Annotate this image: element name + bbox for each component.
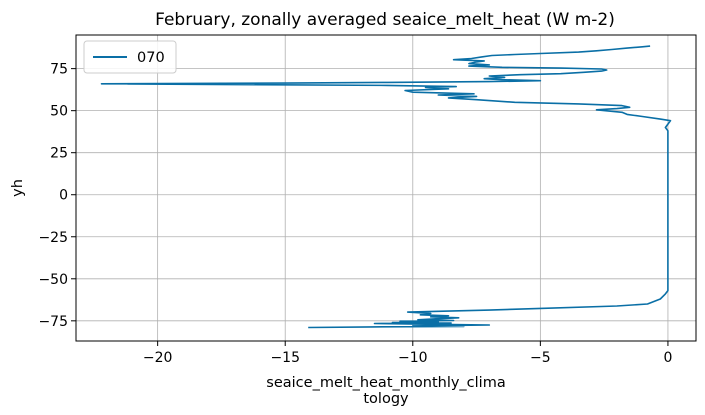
y-tick-label: −50 xyxy=(38,272,68,288)
grid-lines xyxy=(76,35,696,341)
legend: 070 xyxy=(83,40,177,74)
legend-box xyxy=(83,40,177,74)
y-tick-label: −75 xyxy=(38,314,68,330)
axes-frame xyxy=(75,34,697,342)
series-line-070 xyxy=(100,45,672,329)
y-tick-label: 25 xyxy=(50,146,68,162)
y-axis: −75 −50 −25 0 25 50 75 xyxy=(38,62,76,330)
y-axis-label: yh xyxy=(10,179,26,197)
x-tick-label: −20 xyxy=(143,350,173,366)
x-axis-label-line-1: seaice_melt_heat_monthly_clima xyxy=(266,375,505,391)
x-tick-label: −10 xyxy=(398,350,428,366)
legend-label: 070 xyxy=(137,50,165,66)
y-tick-label: 50 xyxy=(50,104,68,120)
y-tick-label: −25 xyxy=(38,230,68,246)
y-tick-label: 0 xyxy=(59,188,68,204)
plot-area xyxy=(100,45,672,329)
x-tick-label: −5 xyxy=(530,350,551,366)
y-tick-label: 75 xyxy=(50,62,68,78)
x-tick-label: 0 xyxy=(663,350,672,366)
x-tick-label: −15 xyxy=(270,350,300,366)
x-axis-label-line-2: tology xyxy=(363,391,409,407)
chart-title: February, zonally averaged seaice_melt_h… xyxy=(155,10,615,30)
x-axis: −20 −15 −10 −5 0 xyxy=(143,341,672,366)
